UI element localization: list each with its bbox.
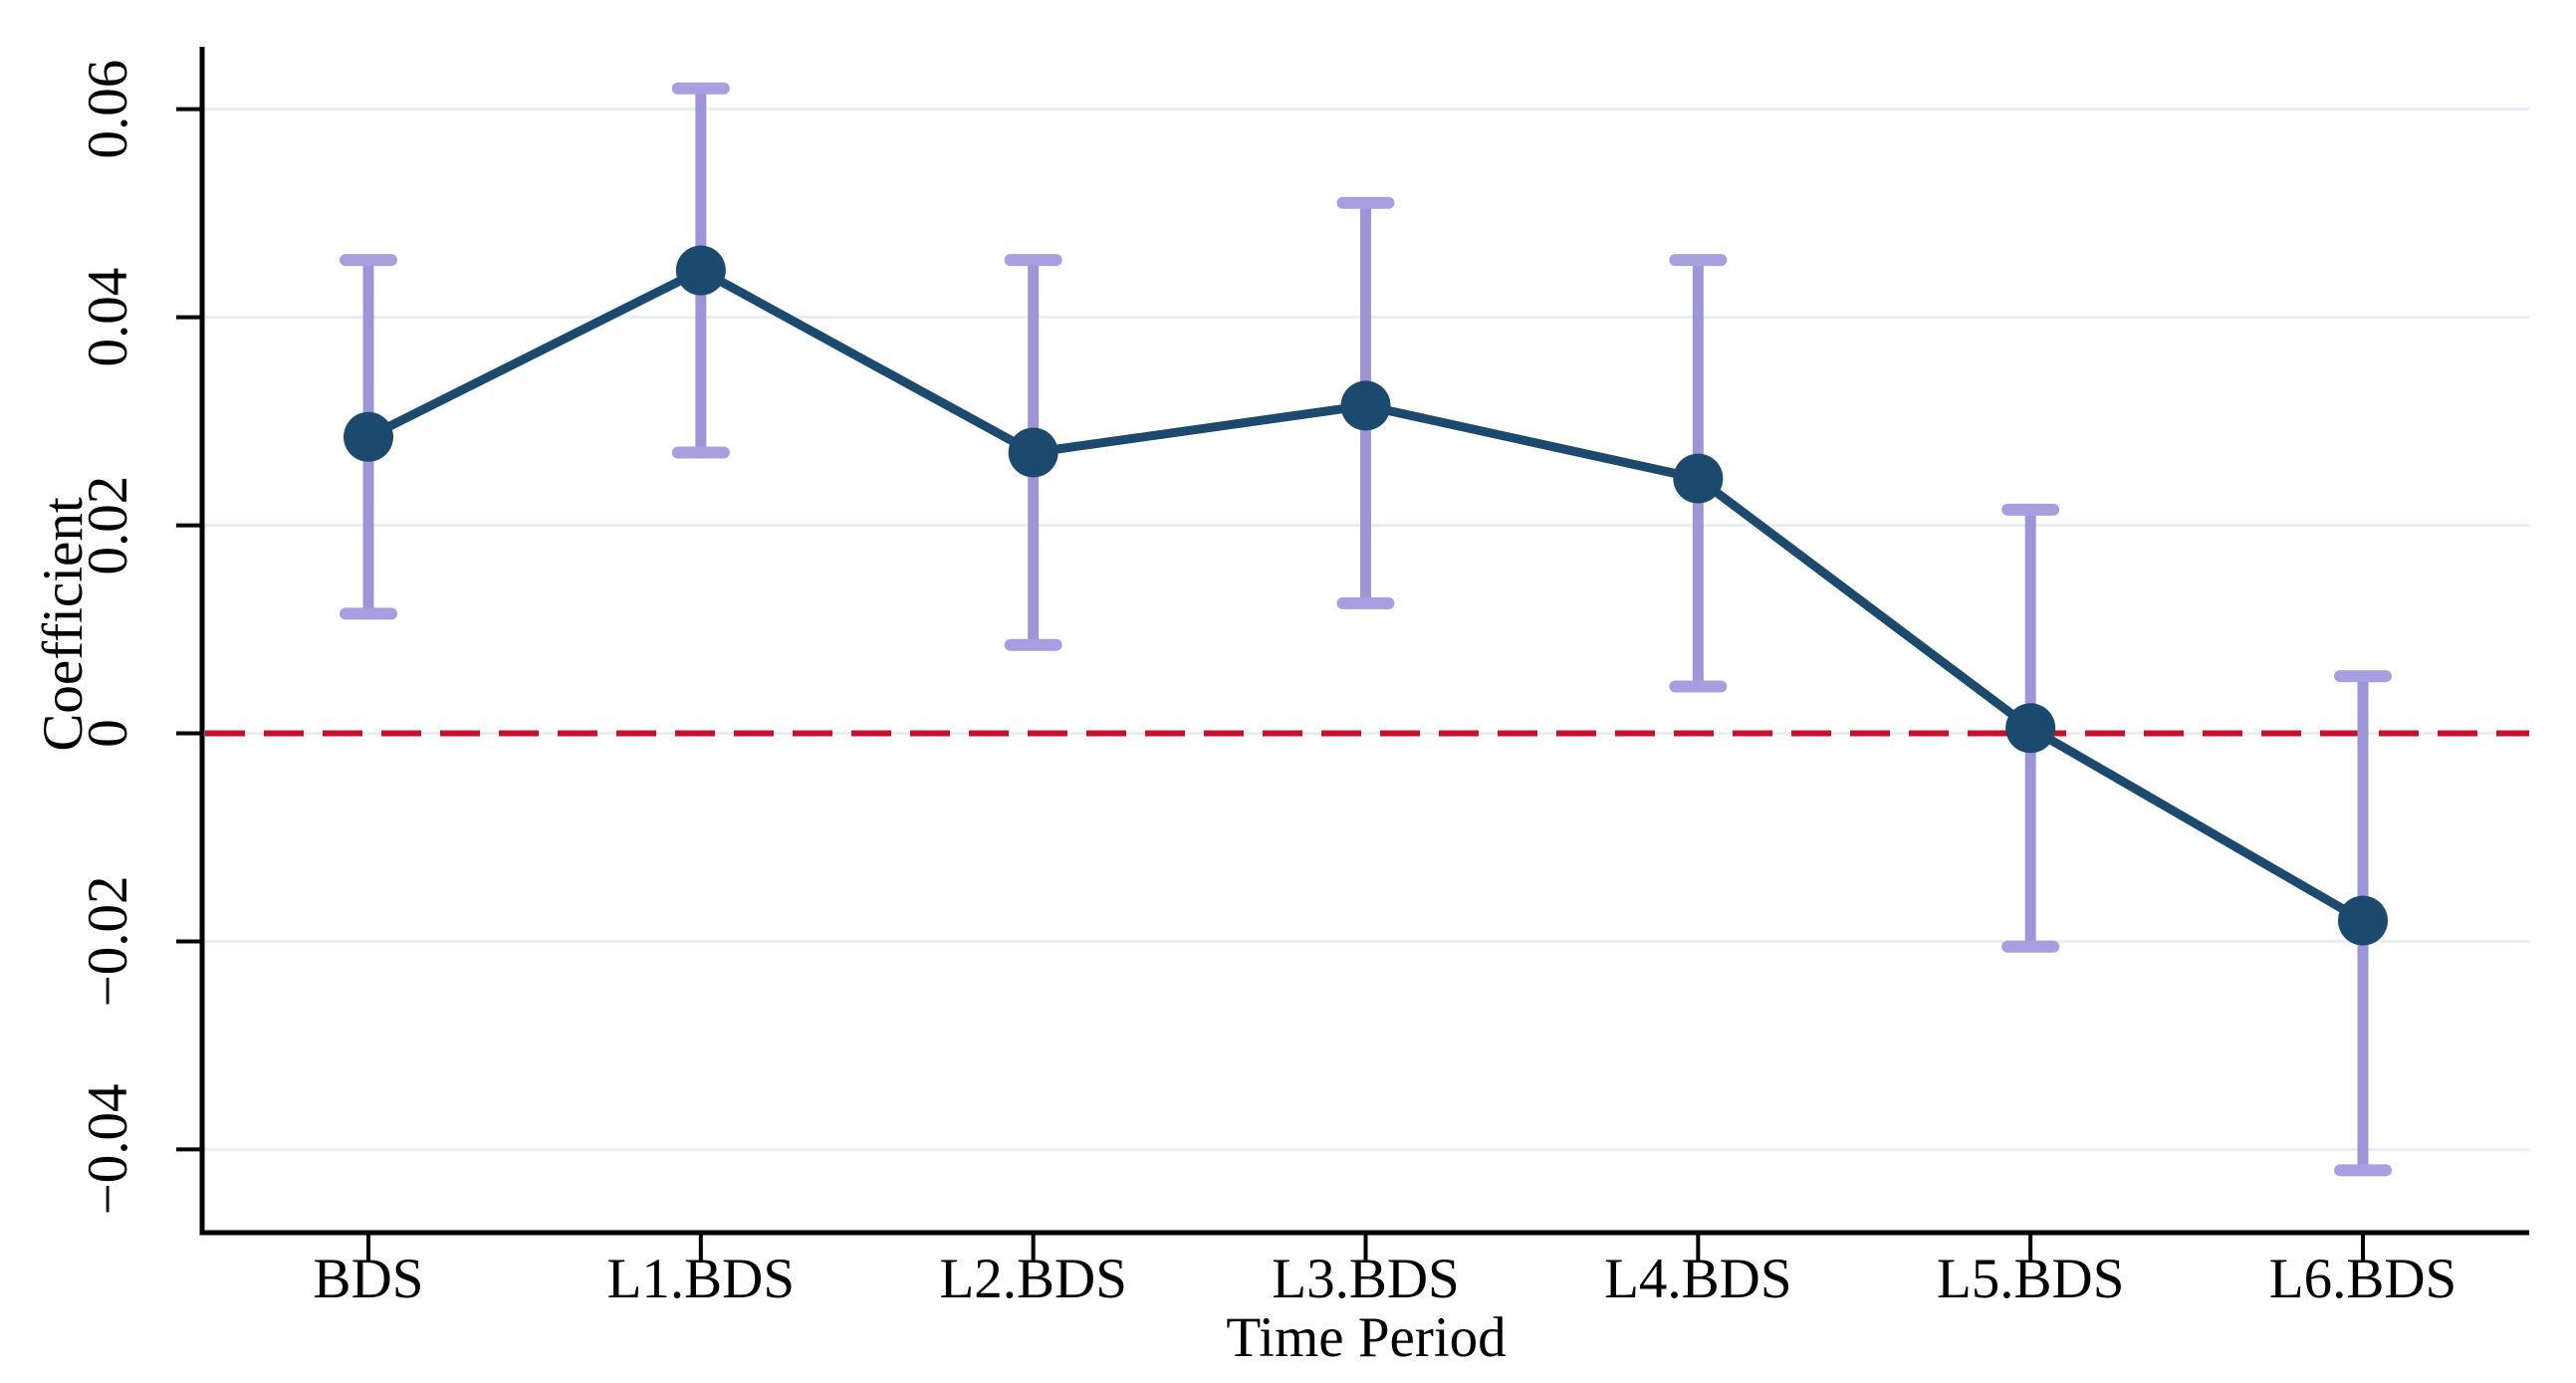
- axes-layer: [176, 47, 2529, 1261]
- y-tick-label: 0.04: [77, 268, 139, 367]
- y-tick-label: 0.02: [77, 476, 139, 576]
- y-tick-label: −0.02: [77, 876, 139, 1008]
- y-axis-title: Coefficient: [32, 497, 95, 752]
- x-tick-label: BDS: [314, 1248, 424, 1310]
- x-tick-label: L4.BDS: [1604, 1248, 1791, 1310]
- data-point: [675, 245, 726, 296]
- data-point: [1340, 380, 1391, 431]
- x-tick-label: L5.BDS: [1937, 1248, 2124, 1310]
- y-tick-label: 0.06: [77, 60, 139, 159]
- y-tick-label: 0: [77, 719, 139, 748]
- x-tick-label: L1.BDS: [607, 1248, 795, 1310]
- x-axis-title: Time Period: [1226, 1306, 1506, 1369]
- data-point: [344, 411, 393, 462]
- data-point: [2005, 703, 2056, 754]
- tick-labels-layer: 0.06 0.04 0.02 0 −0.02 −0.04 BDS L1.BDS L2.BDS L3…: [77, 60, 2457, 1310]
- data-point: [2338, 895, 2388, 946]
- series-layer: [344, 245, 2388, 946]
- y-tick-label: −0.04: [77, 1083, 139, 1215]
- error-bars-layer: [340, 82, 2392, 1177]
- data-point: [1008, 427, 1058, 478]
- x-tick-label: L3.BDS: [1272, 1248, 1459, 1310]
- x-tick-label: L2.BDS: [939, 1248, 1126, 1310]
- data-point: [1673, 453, 1724, 504]
- x-tick-label: L6.BDS: [2269, 1248, 2457, 1310]
